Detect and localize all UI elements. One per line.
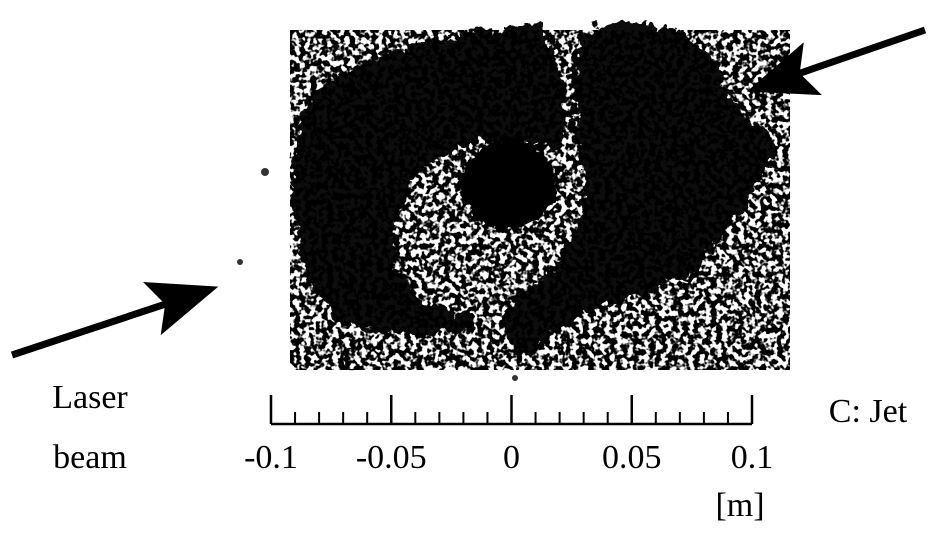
arrow	[10, 282, 219, 359]
tick-label: 0.1	[731, 439, 774, 476]
region-label: C	[339, 341, 362, 378]
arrow	[746, 26, 927, 96]
laser-label: beam	[53, 439, 127, 476]
unit-label: [m]	[715, 487, 764, 524]
tick-label: -0.05	[356, 439, 427, 476]
tick-label: 0	[503, 439, 520, 476]
scatter-image	[237, 21, 790, 381]
tick-label: 0.05	[602, 439, 662, 476]
laser-label: Laser	[52, 379, 128, 416]
legend-label: C: Jet	[829, 393, 908, 430]
tick-label: -0.1	[244, 439, 298, 476]
